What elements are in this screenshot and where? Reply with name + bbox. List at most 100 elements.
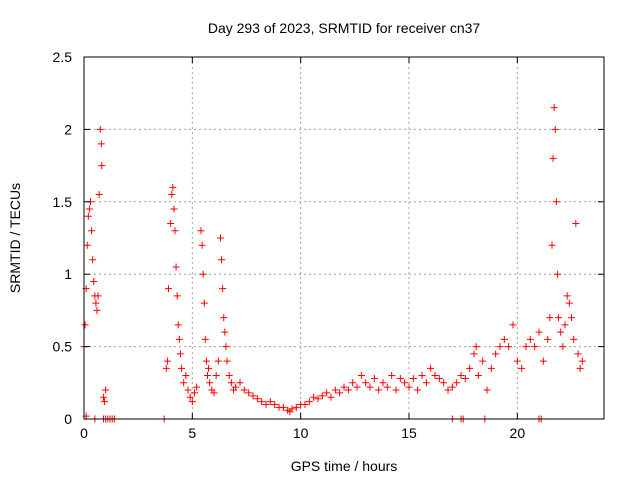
data-point bbox=[576, 364, 584, 372]
data-point bbox=[279, 403, 287, 411]
data-point bbox=[448, 383, 456, 391]
data-point bbox=[357, 372, 365, 380]
data-point bbox=[375, 386, 383, 394]
data-point bbox=[331, 386, 339, 394]
tick-labels-layer: 0 5 10 15 20 0 0.5 1 1.5 2 2.5 bbox=[53, 49, 526, 441]
data-point bbox=[453, 379, 461, 387]
data-point bbox=[526, 335, 534, 343]
data-point bbox=[201, 335, 209, 343]
data-point bbox=[472, 343, 480, 351]
data-point bbox=[165, 285, 172, 293]
data-point bbox=[174, 321, 182, 329]
data-point bbox=[83, 241, 91, 249]
data-point bbox=[169, 183, 177, 191]
data-point bbox=[186, 393, 194, 401]
data-point bbox=[444, 386, 452, 394]
data-point bbox=[94, 292, 102, 300]
data-point bbox=[221, 328, 229, 336]
data-point bbox=[193, 383, 201, 391]
data-point bbox=[170, 205, 178, 213]
data-point bbox=[178, 364, 185, 372]
data-point bbox=[173, 292, 181, 300]
data-point bbox=[422, 379, 430, 387]
data-point bbox=[522, 343, 530, 351]
data-point bbox=[220, 314, 228, 322]
data-point bbox=[288, 405, 296, 413]
data-point bbox=[461, 374, 469, 382]
data-point bbox=[202, 357, 210, 365]
data-point bbox=[518, 364, 526, 372]
y-tick-label: 2 bbox=[64, 121, 72, 137]
data-point bbox=[93, 306, 101, 314]
data-point bbox=[487, 364, 495, 372]
data-point bbox=[266, 398, 274, 406]
data-point bbox=[553, 270, 561, 278]
data-point bbox=[392, 386, 400, 394]
data-point bbox=[305, 398, 313, 406]
data-point bbox=[245, 389, 253, 397]
data-point bbox=[565, 299, 573, 307]
data-point bbox=[310, 393, 318, 401]
y-axis-label: SRMTID / TECUs bbox=[7, 183, 23, 293]
data-point bbox=[535, 328, 543, 336]
grid-layer bbox=[84, 57, 604, 419]
data-point bbox=[292, 403, 300, 411]
data-point bbox=[102, 386, 110, 394]
data-point bbox=[470, 350, 478, 358]
data-point bbox=[401, 379, 409, 387]
data-point bbox=[92, 299, 100, 307]
data-point bbox=[353, 383, 361, 391]
data-point bbox=[222, 343, 230, 351]
data-point bbox=[405, 383, 413, 391]
data-point bbox=[370, 374, 378, 382]
data-point bbox=[336, 389, 344, 397]
data-point bbox=[396, 374, 404, 382]
data-point bbox=[555, 314, 562, 322]
data-point bbox=[223, 357, 231, 365]
x-tick-label: 20 bbox=[510, 425, 526, 441]
data-point bbox=[383, 383, 391, 391]
data-point bbox=[572, 220, 580, 228]
data-point bbox=[98, 162, 106, 170]
points-layer bbox=[80, 104, 586, 423]
data-point bbox=[344, 386, 352, 394]
x-tick-label: 5 bbox=[188, 425, 196, 441]
data-point bbox=[236, 379, 244, 387]
data-point bbox=[240, 386, 248, 394]
data-point bbox=[200, 299, 208, 307]
data-point bbox=[258, 398, 266, 406]
data-point bbox=[198, 241, 206, 249]
data-point bbox=[431, 372, 439, 380]
data-point bbox=[204, 372, 211, 380]
x-tick-label: 10 bbox=[293, 425, 309, 441]
data-point bbox=[188, 398, 196, 406]
data-point bbox=[314, 395, 322, 403]
data-point bbox=[559, 343, 567, 351]
data-point bbox=[427, 364, 435, 372]
data-point bbox=[388, 372, 396, 380]
data-point bbox=[197, 227, 205, 235]
data-point bbox=[101, 398, 109, 406]
data-point bbox=[210, 389, 218, 397]
y-tick-label: 0.5 bbox=[53, 339, 73, 355]
x-axis-label: GPS time / hours bbox=[291, 458, 398, 474]
data-point bbox=[167, 220, 175, 228]
data-point bbox=[546, 314, 554, 322]
data-point bbox=[301, 401, 309, 409]
data-point bbox=[563, 292, 571, 300]
data-point bbox=[551, 125, 559, 133]
data-point bbox=[362, 379, 370, 387]
data-point bbox=[505, 343, 513, 351]
data-point bbox=[549, 154, 557, 162]
data-point bbox=[206, 379, 214, 387]
data-point bbox=[340, 383, 348, 391]
data-point bbox=[414, 386, 422, 394]
data-point bbox=[217, 234, 224, 242]
data-point bbox=[323, 389, 331, 397]
data-point bbox=[95, 191, 103, 199]
data-point bbox=[539, 357, 547, 365]
data-point bbox=[483, 386, 491, 394]
data-point bbox=[96, 125, 104, 133]
data-point bbox=[570, 335, 578, 343]
